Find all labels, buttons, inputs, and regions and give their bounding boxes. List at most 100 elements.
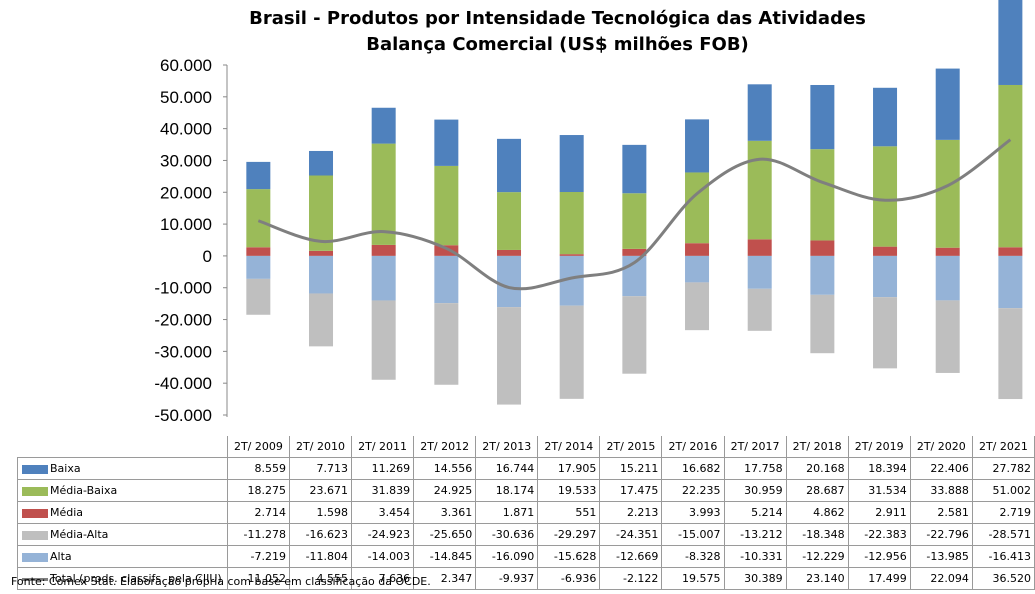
bar-segment-alta (935, 255, 960, 301)
data-label: 17.499 (847, 567, 911, 590)
bar-segment-media-alta (371, 300, 396, 380)
legend-swatch (22, 552, 48, 562)
data-label: 28.687 (785, 479, 849, 502)
legend-entry: Média-Baixa (17, 479, 228, 502)
bar-segment-media-alta (246, 278, 271, 315)
data-label: -6.936 (537, 567, 601, 590)
x-tick-label: 2T/ 2020 (909, 436, 973, 458)
bar-segment-media (246, 247, 271, 256)
y-tick-label: -10.000 (154, 279, 212, 298)
data-label: 17.758 (723, 457, 787, 480)
data-label: -8.328 (661, 545, 725, 568)
bar-segment-media (935, 247, 960, 256)
bar-segment-media-baixa (559, 192, 584, 255)
data-label: 22.235 (661, 479, 725, 502)
bar-segment-baixa (622, 144, 647, 194)
data-label: -12.229 (785, 545, 849, 568)
data-label: 22.094 (909, 567, 973, 590)
y-tick-label: 10.000 (160, 215, 212, 234)
bar-segment-media-alta (873, 297, 898, 369)
bar-segment-media-baixa (309, 175, 334, 251)
source-note: Fonte: Comex Stat. Elaboração própria co… (11, 575, 431, 588)
bar-segment-baixa (309, 150, 334, 176)
legend-swatch (22, 577, 48, 581)
x-tick-label: 2T/ 2009 (226, 436, 290, 458)
bar-group (246, 0, 1023, 405)
data-label: 16.744 (475, 457, 539, 480)
data-label: -22.383 (847, 523, 911, 546)
bar-segment-alta (246, 255, 271, 279)
data-label: 551 (537, 501, 601, 524)
table-row-media-baixa: Média-Baixa 18.275 23.671 31.839 24.925 18.17… (17, 479, 1035, 502)
legend-label: Média (50, 506, 84, 519)
data-label: -15.628 (537, 545, 601, 568)
data-label: 18.394 (847, 457, 911, 480)
data-label: 2.719 (971, 501, 1035, 524)
data-label: 7.713 (288, 457, 353, 480)
table-corner (18, 436, 228, 458)
data-label: 16.682 (661, 457, 725, 480)
y-tick-label: -20.000 (154, 311, 212, 330)
data-table: 2T/ 2009 2T/ 2010 2T/ 2011 2T/ 2012 2T/ 2013… (17, 436, 1035, 590)
total-line (257, 138, 1012, 291)
legend-label: Baixa (50, 462, 81, 475)
data-label: -12.956 (847, 545, 911, 568)
y-tick-label: 50.000 (160, 88, 212, 107)
data-label: -13.985 (909, 545, 973, 568)
legend-entry: Alta (17, 545, 228, 568)
bar-segment-media-alta (559, 305, 584, 399)
bar-segment-media (434, 245, 459, 256)
data-label: 51.002 (971, 479, 1035, 502)
legend-entry: Total (prods. classifs. pela CIIU) (17, 567, 228, 590)
data-label: -18.348 (785, 523, 849, 546)
data-label: 15.211 (599, 457, 663, 480)
x-tick-label: 2T/ 2015 (599, 436, 663, 458)
data-label: 3.361 (413, 501, 477, 524)
legend-label: Total (prods. classifs. pela CIIU) (50, 572, 222, 585)
bar-segment-media-alta (434, 303, 459, 385)
data-label: 24.925 (413, 479, 477, 502)
y-tick-label: 40.000 (160, 120, 212, 139)
data-label: 22.406 (909, 457, 973, 480)
data-label: -22.796 (909, 523, 973, 546)
table-row-total-prods-classifs-pela-ciiu: Total (prods. classifs. pela CIIU) 11.052… (17, 567, 1035, 590)
table-row-baixa: Baixa 8.559 7.713 11.269 14.556 16.744 17.905 1… (17, 457, 1035, 480)
data-label: -7.219 (226, 545, 290, 568)
data-label: -11.804 (288, 545, 353, 568)
bar-segment-media-alta (747, 288, 772, 331)
data-label: 5.214 (723, 501, 787, 524)
data-label: 19.533 (537, 479, 601, 502)
data-label: 23.140 (785, 567, 849, 590)
bar-segment-media (810, 240, 835, 256)
y-tick-label: 30.000 (160, 151, 212, 170)
data-label: -14.003 (351, 545, 415, 568)
data-label: -24.923 (351, 523, 415, 546)
data-label: -13.212 (723, 523, 787, 546)
bar-segment-media (497, 249, 522, 256)
bar-segment-alta (309, 255, 334, 294)
data-label: -11.278 (226, 523, 290, 546)
bar-segment-alta (747, 255, 772, 289)
data-label: 27.782 (971, 457, 1035, 480)
bar-segment-media-alta (309, 293, 334, 347)
bar-segment-media-baixa (998, 84, 1023, 248)
bar-segment-media-alta (998, 308, 1023, 400)
data-label: 30.389 (723, 567, 787, 590)
bar-segment-baixa (935, 68, 960, 140)
data-label: 23.671 (288, 479, 353, 502)
bar-segment-media-baixa (935, 139, 960, 248)
data-label: -2.122 (599, 567, 663, 590)
data-label: 4.862 (785, 501, 849, 524)
bar-segment-media (559, 254, 584, 256)
x-tick-label: 2T/ 2013 (475, 436, 539, 458)
data-label: 8.559 (226, 457, 290, 480)
x-tick-label: 2T/ 2018 (785, 436, 849, 458)
data-label: -16.413 (971, 545, 1035, 568)
bar-segment-media-alta (622, 296, 647, 374)
bar-segment-media-alta (810, 294, 835, 354)
data-label: -12.669 (599, 545, 663, 568)
data-label: -14.845 (413, 545, 477, 568)
data-label: 30.959 (723, 479, 787, 502)
legend-swatch (22, 530, 48, 540)
chart-plot-area: 60.000 50.000 40.000 30.000 20.000 10.000 0 -10… (154, 0, 1023, 425)
